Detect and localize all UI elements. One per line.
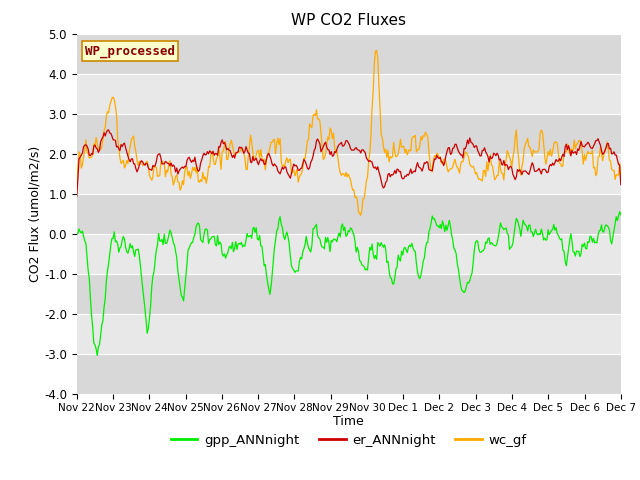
Legend: gpp_ANNnight, er_ANNnight, wc_gf: gpp_ANNnight, er_ANNnight, wc_gf bbox=[166, 428, 532, 452]
Bar bbox=[77, 73, 621, 114]
Bar bbox=[77, 274, 621, 313]
Bar bbox=[77, 234, 621, 274]
Bar bbox=[77, 34, 621, 73]
Text: WP_processed: WP_processed bbox=[85, 44, 175, 58]
Bar bbox=[77, 154, 621, 193]
X-axis label: Time: Time bbox=[333, 415, 364, 428]
Y-axis label: CO2 Flux (umol/m2/s): CO2 Flux (umol/m2/s) bbox=[28, 145, 42, 282]
Title: WP CO2 Fluxes: WP CO2 Fluxes bbox=[291, 13, 406, 28]
Bar bbox=[77, 313, 621, 354]
Bar bbox=[77, 114, 621, 154]
Bar bbox=[77, 193, 621, 234]
Bar bbox=[77, 354, 621, 394]
